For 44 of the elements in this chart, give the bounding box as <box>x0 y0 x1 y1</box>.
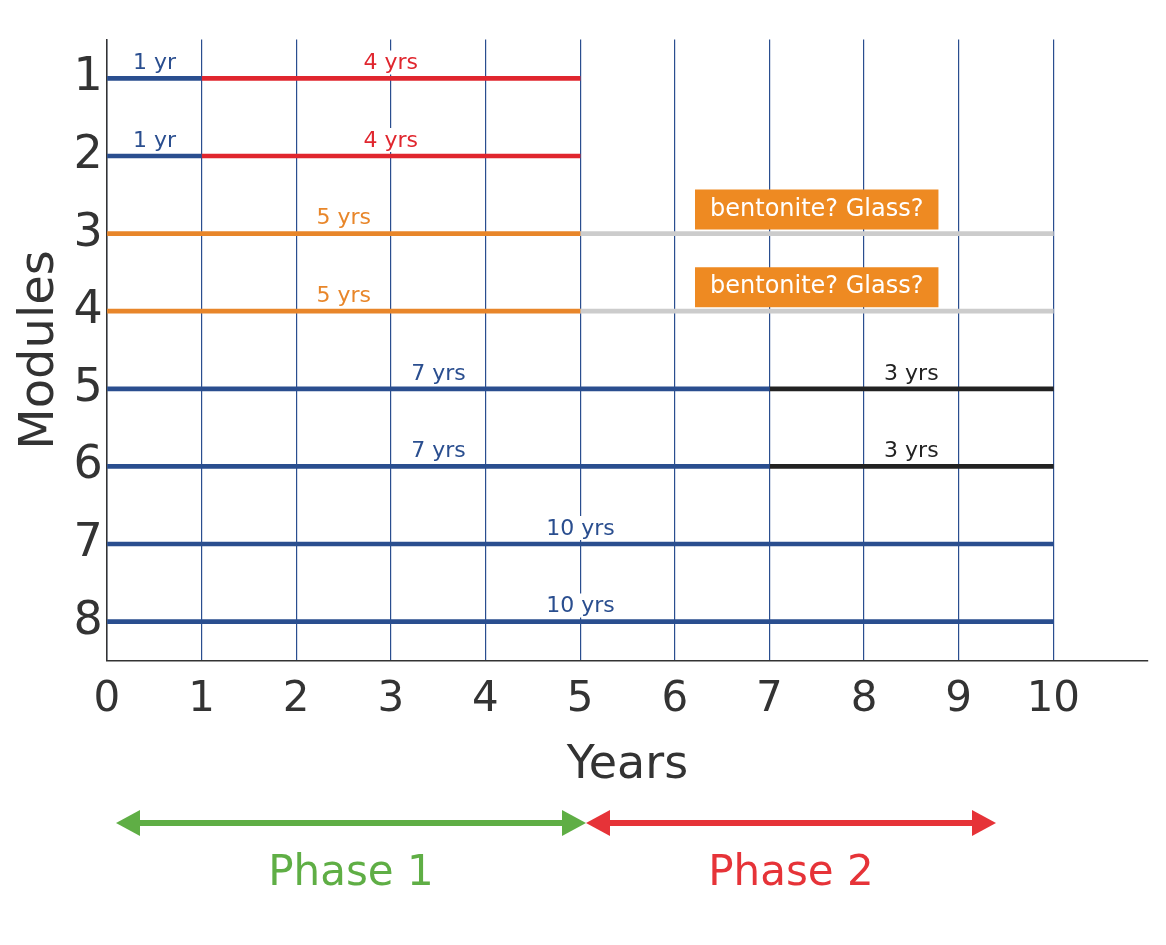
data-label: 4 yrs <box>363 49 419 75</box>
x-tick-label: 7 <box>756 671 783 721</box>
bar <box>579 308 1054 314</box>
x-tick-label: 3 <box>377 671 405 721</box>
x-tick-label: 10 <box>1026 671 1081 721</box>
data-label: 3 yrs <box>884 437 939 463</box>
x-axis-title: Years <box>565 735 689 790</box>
data-label: 5 yrs <box>316 281 372 307</box>
x-tick-label: 5 <box>566 671 594 721</box>
x-tick-label: 1 <box>188 671 215 721</box>
y-tick-label: 4 <box>73 280 103 335</box>
data-label: 4 yrs <box>363 126 419 152</box>
x-tick-label: 4 <box>472 671 499 721</box>
y-tick-label: 2 <box>73 124 103 179</box>
data-label: 1 yr <box>132 126 177 152</box>
y-tick-label: 6 <box>73 435 103 490</box>
x-tick-label: 8 <box>850 671 878 721</box>
bar <box>769 464 1054 469</box>
data-label: 10 yrs <box>546 514 615 540</box>
data-label: 3 yrs <box>884 359 939 385</box>
y-tick-label: 7 <box>73 512 103 567</box>
data-label: 10 yrs <box>546 592 615 618</box>
x-tick-label: 0 <box>93 671 121 721</box>
bar <box>579 231 1054 236</box>
bar <box>107 308 581 314</box>
text: Phase 1 <box>267 846 435 895</box>
data-label: 7 yrs <box>411 359 466 385</box>
y-axis-title: Modules <box>8 250 65 450</box>
data-label: 7 yrs <box>411 437 466 463</box>
y-tick-label: 1 <box>73 47 103 102</box>
x-tick-label: 2 <box>282 671 310 721</box>
y-tick-label: 5 <box>73 357 103 412</box>
text: Phase 2 <box>707 846 875 895</box>
annotation: bentonite? Glass? <box>710 193 924 222</box>
x-tick-label: 9 <box>945 671 973 721</box>
bar <box>769 386 1054 392</box>
data-label: 5 yrs <box>316 204 372 230</box>
bar <box>107 231 581 236</box>
data-label: 1 yr <box>132 49 177 75</box>
bar <box>201 76 581 81</box>
y-tick-label: 8 <box>73 590 103 645</box>
x-tick-label: 6 <box>661 671 689 721</box>
annotation: bentonite? Glass? <box>710 271 924 300</box>
y-tick-label: 3 <box>73 202 103 257</box>
